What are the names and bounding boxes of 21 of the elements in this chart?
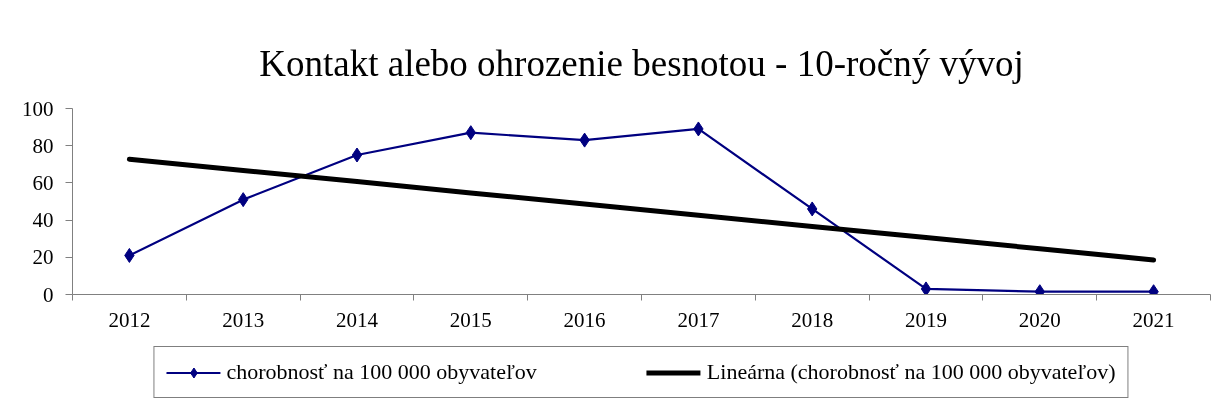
x-tick-label: 2016 (563, 307, 606, 332)
x-tick-label: 2013 (222, 307, 265, 332)
point (920, 281, 932, 295)
chart-title: Kontakt alebo ohrozenie besnotou - 10-ročný vývoj (259, 42, 1024, 84)
x-tick-label: 2015 (449, 307, 492, 332)
y-tick-label: 60 (32, 170, 54, 195)
y-tick-label: 100 (22, 96, 54, 121)
legend-label: Lineárna (chorobnosť na 100 000 obyvateľov) (706, 359, 1116, 385)
y-tick-label: 20 (32, 245, 54, 270)
y-tick-label: 80 (32, 133, 54, 158)
x-tick-label: 2020 (1018, 307, 1061, 332)
legend-label: chorobnosť na 100 000 obyvateľov (226, 359, 537, 385)
y-tick-label: 40 (32, 208, 54, 233)
x-tick-label: 2014 (336, 307, 379, 332)
x-tick-label: 2021 (1132, 307, 1175, 332)
point (351, 147, 363, 163)
x-tick-label: 2018 (791, 307, 834, 332)
x-tick-label: 2012 (108, 307, 151, 332)
y-tick-label: 0 (43, 282, 54, 307)
x-tick-label: 2017 (677, 307, 720, 332)
x-tick-label: 2019 (905, 307, 947, 332)
